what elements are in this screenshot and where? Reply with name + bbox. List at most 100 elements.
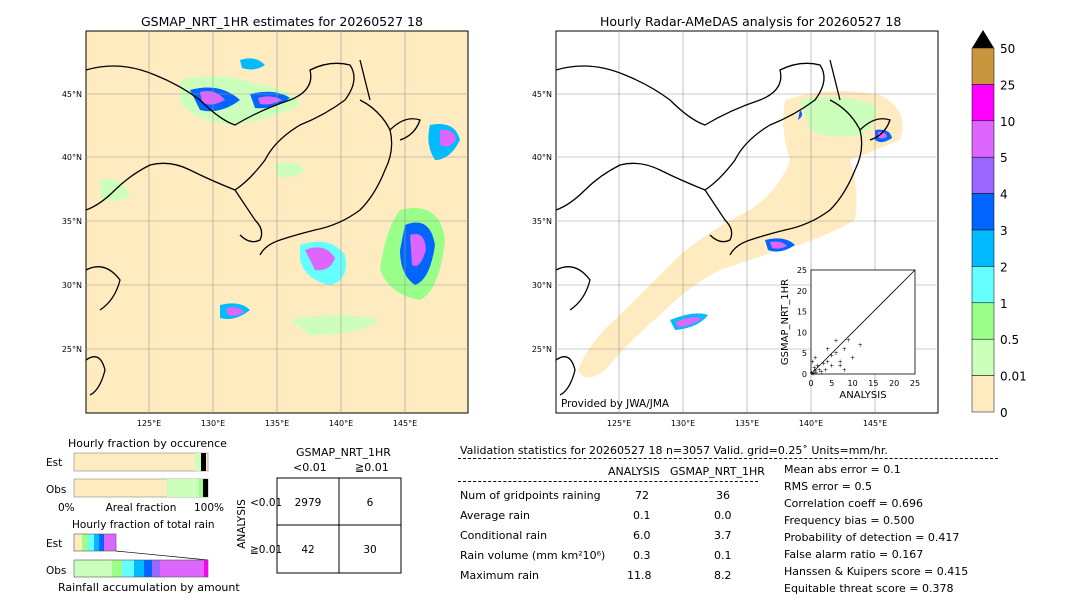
left-lon-label: 140°E: [329, 419, 353, 428]
occ-obs-label: Obs: [46, 484, 66, 496]
scatter-point: +: [823, 367, 828, 374]
scatter-xlabel: ANALYSIS: [839, 390, 886, 401]
scatter-ytick: 20: [797, 287, 807, 296]
scatter-ytick: 15: [797, 308, 807, 317]
scatter-xtick: 10: [848, 379, 858, 388]
scatter-points: +++++++ ++ ++++++++ ++++++++: [809, 337, 862, 378]
score: False alarm ratio = 0.167: [784, 548, 924, 561]
scatter-diagonal: [810, 269, 916, 375]
occ-xtick-100: 100%: [194, 502, 224, 514]
validation-divider: [458, 458, 998, 459]
right-lat-label: 40°N: [532, 153, 552, 162]
cell-11: 30: [363, 544, 376, 556]
score: Frequency bias = 0.500: [784, 514, 915, 527]
stat-label: Rain volume (mm km²10⁶): [460, 549, 606, 562]
scatter-point: +: [813, 370, 818, 377]
right-lat-label: 25°N: [532, 345, 552, 354]
contingency-col-1: <0.01: [293, 461, 327, 474]
fraction-bars: Est Obs 0% 100% Areal fraction Hourly fr…: [46, 452, 224, 578]
colorbar-box: [971, 47, 995, 85]
contingency-title: GSMAP_NRT_1HR: [296, 446, 391, 459]
colorbar-label: 0.5: [1000, 333, 1019, 347]
col-analysis: ANALYSIS: [608, 465, 660, 478]
right-precip: [578, 91, 903, 378]
colorbar-label: 50: [1000, 42, 1015, 56]
colorbar-box: [971, 302, 995, 340]
colorbar-label: 25: [1000, 78, 1015, 92]
left-map-title: GSMAP_NRT_1HR estimates for 20260527 18: [141, 14, 423, 29]
colorbar-box: [971, 193, 995, 231]
stat-label: Maximum rain: [460, 569, 539, 582]
right-lon-label: 130°E: [671, 419, 695, 428]
scatter-xtick: 25: [910, 379, 920, 388]
stat-gsmap: 36: [716, 489, 730, 502]
scatter-point: +: [817, 367, 822, 374]
left-precip: [100, 58, 460, 335]
right-lat-label: 30°N: [532, 281, 552, 290]
scatter-point: +: [813, 354, 818, 361]
stat-gsmap: 8.2: [714, 569, 732, 582]
left-lon-label: 130°E: [201, 419, 225, 428]
colorbar-label: 0.01: [1000, 370, 1027, 384]
right-lon-label: 135°E: [735, 419, 759, 428]
scatter-point: +: [813, 368, 818, 375]
colorbar-label: 4: [1000, 188, 1008, 202]
score: RMS error = 0.5: [784, 480, 872, 493]
right-lon-label: 125°E: [607, 419, 631, 428]
cell-00: 2979: [295, 497, 322, 509]
scatter-ylabel: GSMAP_NRT_1HR: [780, 279, 791, 365]
right-map-title: Hourly Radar-AMeDAS analysis for 2026052…: [600, 14, 902, 29]
scatter-ytick: 5: [802, 349, 807, 358]
colorbar-label: 3: [1000, 224, 1008, 238]
colorbar-box: [971, 229, 995, 267]
right-lat-label: 45°N: [532, 90, 552, 99]
stat-gsmap: 0.0: [714, 509, 732, 522]
scatter-point: +: [819, 369, 824, 376]
colorbar-box: [971, 84, 995, 122]
scatter-point: +: [821, 361, 826, 368]
stat-label: Num of gridpoints raining: [460, 489, 601, 502]
colorbar-label: 10: [1000, 115, 1015, 129]
contingency-col-2: ≧0.01: [355, 461, 389, 474]
colorbar-box: [971, 338, 995, 376]
colorbar-label: 0: [1000, 406, 1008, 420]
scatter-point: +: [811, 371, 816, 378]
colorbar-box: [971, 375, 995, 413]
stat-analysis: 0.3: [633, 549, 651, 562]
left-lat-label: 40°N: [62, 153, 82, 162]
colorbar-box: [971, 120, 995, 158]
left-lat-label: 45°N: [62, 90, 82, 99]
colorbar-box: [971, 266, 995, 304]
scatter-point: +: [833, 338, 838, 345]
score: Equitable threat score = 0.378: [784, 582, 954, 595]
left-lon-label: 125°E: [137, 419, 161, 428]
scatter-point: +: [846, 337, 851, 344]
stat-gsmap: 0.1: [714, 549, 732, 562]
rain-obs-label: Obs: [46, 565, 66, 577]
scatter-inset: +++++++ ++ ++++++++ ++++++++ 0 5 10 15 20 25 0 5 1…: [780, 266, 920, 401]
scatter-point: +: [812, 365, 817, 372]
right-lat-label: 35°N: [532, 217, 552, 226]
scatter-point: +: [815, 363, 820, 370]
scatter-xtick: 20: [889, 379, 899, 388]
left-lon-label: 135°E: [265, 419, 289, 428]
score: Probability of detection = 0.417: [784, 531, 960, 544]
left-lat-label: 30°N: [62, 281, 82, 290]
scatter-ytick: 0: [802, 370, 807, 379]
colorbar: 50 25 10 5 4 3 2 1 0.5 0.01 0: [971, 30, 1027, 420]
colorbar-label: 2: [1000, 260, 1008, 274]
scatter-point: +: [825, 346, 830, 353]
scatter-point: +: [850, 354, 855, 361]
colorbar-label: 1: [1000, 297, 1008, 311]
stat-analysis: 72: [635, 489, 649, 502]
row-header-1: ≧0.01: [250, 544, 282, 556]
validation-subdivider: [458, 481, 758, 482]
stat-label: Average rain: [460, 509, 530, 522]
occ-est-label: Est: [46, 457, 62, 469]
colorbar-box: [971, 156, 995, 194]
scatter-point: +: [842, 367, 847, 374]
right-lon-label: 140°E: [799, 419, 823, 428]
scatter-ytick: 10: [797, 328, 807, 337]
scatter-point: +: [838, 359, 843, 366]
row-header-0: <0.01: [250, 497, 282, 509]
